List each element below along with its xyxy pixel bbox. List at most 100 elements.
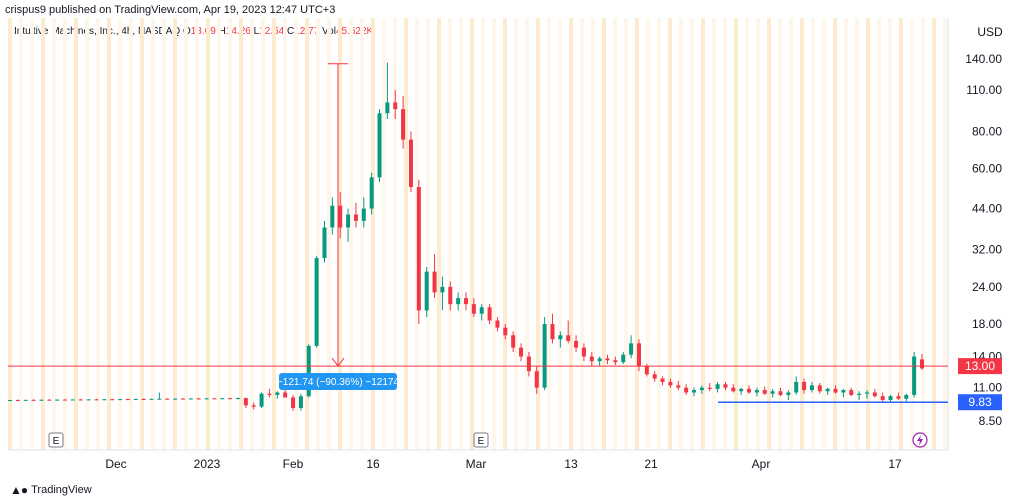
y-tick-label: 140.00 (965, 52, 1002, 66)
session-band (833, 18, 837, 450)
legend-open-value: 13.69 (190, 26, 216, 37)
candle-body (330, 205, 335, 228)
candle-body (220, 398, 225, 400)
session-band (646, 18, 650, 450)
candle-body (180, 398, 185, 400)
session-band (525, 18, 529, 450)
candle-body (267, 393, 272, 395)
candle-body (353, 214, 358, 221)
session-band (316, 18, 320, 450)
candle-body (8, 400, 12, 402)
candle-body (275, 392, 280, 395)
candle-body (440, 286, 445, 293)
candle-body (283, 392, 288, 398)
session-band (63, 18, 67, 450)
session-band (349, 18, 353, 450)
session-band (657, 18, 661, 450)
y-tick-label: 80.00 (972, 124, 1002, 138)
candle-body (401, 109, 406, 140)
session-band (624, 18, 628, 450)
session-band (426, 18, 430, 450)
session-band (690, 18, 694, 450)
session-band (283, 18, 287, 450)
current-price-badge (958, 358, 1002, 375)
candle-body (574, 340, 579, 348)
candle-body (212, 398, 217, 400)
candle-body (251, 405, 256, 407)
session-band (492, 18, 496, 450)
candle-body (920, 359, 924, 369)
session-band (745, 18, 749, 450)
candle-body (23, 399, 28, 401)
candle-body (31, 399, 36, 401)
candle-body (118, 399, 123, 401)
session-band (459, 18, 463, 450)
candle-body (63, 399, 68, 401)
candle-body (864, 392, 869, 394)
y-tick-label: 11.00 (973, 381, 1002, 395)
session-band (756, 18, 760, 450)
y-tick-label: 60.00 (972, 161, 1002, 175)
session-band (261, 18, 265, 450)
candle-body (644, 366, 649, 375)
candle-body (291, 397, 296, 408)
session-band (800, 18, 804, 450)
session-band (327, 18, 331, 450)
candle-body (173, 398, 178, 400)
session-band (8, 18, 12, 450)
session-band (701, 18, 705, 450)
candle-body (888, 396, 893, 401)
x-tick-label: 13 (564, 457, 578, 471)
candle-body (15, 400, 20, 402)
session-band (734, 18, 738, 450)
session-band (184, 18, 188, 450)
candle-body (298, 396, 303, 408)
candle-body (605, 358, 610, 361)
session-band (888, 18, 892, 450)
session-band (712, 18, 716, 450)
candle-body (676, 385, 681, 388)
candle-body (416, 186, 421, 311)
session-band (206, 18, 210, 450)
candle-body (825, 388, 830, 392)
candle-body (880, 396, 885, 401)
session-band (162, 18, 166, 450)
candle-body (857, 393, 862, 395)
candle-body (841, 390, 846, 393)
candle-body (872, 392, 877, 397)
legend-volume-value: 45.522K (335, 26, 374, 37)
session-band (778, 18, 782, 450)
measure-label-text: −121.74 (−90.36%) −12174 (277, 377, 399, 388)
session-band (547, 18, 551, 450)
candle-body (692, 390, 696, 393)
x-tick-label: Feb (283, 457, 304, 471)
earnings-marker-icon (473, 432, 489, 448)
current-price-label: 13.00 (965, 359, 995, 373)
candle-body (566, 335, 571, 341)
session-band (789, 18, 793, 450)
candle-body (904, 394, 909, 399)
session-band (822, 18, 826, 450)
session-band (921, 18, 925, 450)
tradingview-logo-icon: ▲● (10, 483, 28, 497)
session-band (613, 18, 617, 450)
candle-body (165, 398, 170, 400)
price-chart[interactable]: 140.00 110.00 80.00 60.00 44.00 32.00 24.00 18.… (0, 0, 1024, 478)
y-axis-unit: USD (977, 25, 1003, 39)
session-band (85, 18, 89, 450)
candle-body (243, 398, 248, 406)
session-band (899, 18, 903, 450)
candle-body (833, 388, 838, 393)
x-tick-label: Apr (752, 457, 771, 471)
session-band (503, 18, 507, 450)
candle-body (558, 335, 563, 340)
lightning-bolt-icon (917, 435, 923, 446)
candle-body (621, 354, 626, 363)
session-band (844, 18, 848, 450)
session-band (536, 18, 540, 450)
earnings-marker-label: E (478, 436, 485, 447)
legend-close-label: C (286, 26, 295, 37)
candle-body (338, 205, 343, 228)
candle-body (786, 392, 791, 395)
legend-high-label: H (218, 26, 226, 37)
